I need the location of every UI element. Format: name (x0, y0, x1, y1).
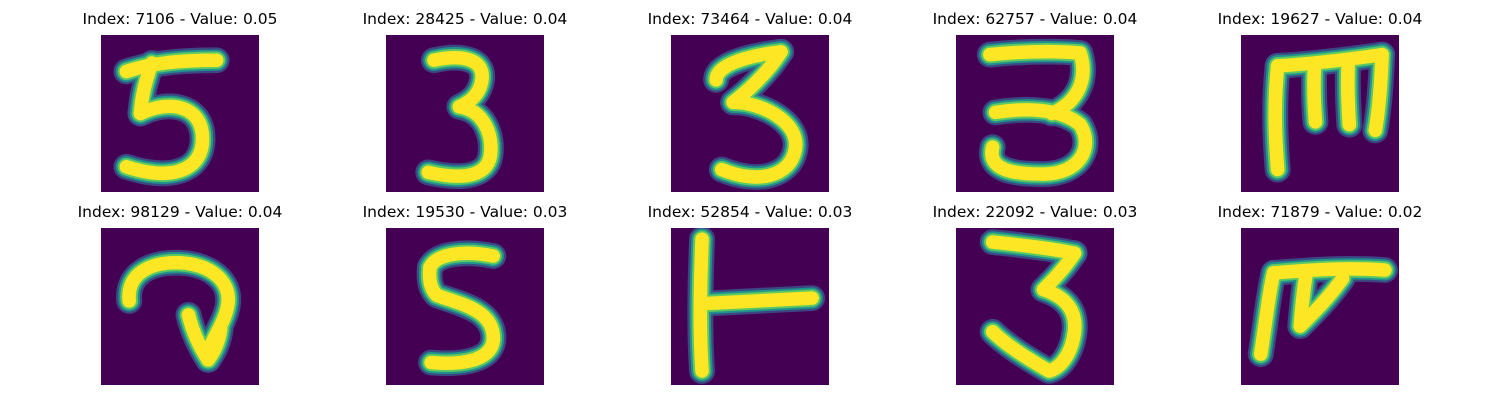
digit-stroke (985, 235, 1082, 260)
digit-stroke (985, 246, 1082, 378)
digit-stroke (1340, 56, 1357, 132)
panel-title: Index: 52854 - Value: 0.03 (647, 203, 853, 221)
digit-image-3 (386, 35, 544, 192)
digit-image-t (671, 228, 829, 385)
digit-stroke (1293, 268, 1350, 333)
panel-2: Index: 28425 - Value: 0.04 (315, 11, 615, 201)
digit-image-curl (101, 228, 259, 385)
digit-image-3 (956, 228, 1114, 385)
digit-stroke (1368, 47, 1389, 138)
panel-5: Index: 19627 - Value: 0.04 (1170, 11, 1470, 201)
panel-4: Index: 62757 - Value: 0.04 (885, 11, 1185, 201)
panel-title: Index: 22092 - Value: 0.03 (932, 203, 1138, 221)
panel-6: Index: 98129 - Value: 0.04 (30, 204, 330, 394)
digit-stroke (1268, 59, 1285, 177)
panel-10: Index: 71879 - Value: 0.02 (1170, 204, 1470, 394)
digit-stroke (201, 322, 228, 367)
digit-stroke (983, 45, 1090, 121)
panel-title: Index: 7106 - Value: 0.05 (82, 10, 278, 28)
digit-image-5 (386, 228, 544, 385)
digit-image-5 (101, 35, 259, 192)
panel-7: Index: 19530 - Value: 0.03 (315, 204, 615, 394)
digit-image-f (1241, 228, 1399, 385)
panel-9: Index: 22092 - Value: 0.03 (885, 204, 1185, 394)
panel-8: Index: 52854 - Value: 0.03 (600, 204, 900, 394)
digit-stroke (422, 260, 500, 370)
panel-title: Index: 28425 - Value: 0.04 (362, 10, 568, 28)
digit-stroke (715, 45, 803, 184)
digit-image-m (1241, 35, 1399, 192)
panel-title: Index: 71879 - Value: 0.02 (1217, 203, 1423, 221)
digit-stroke (1307, 61, 1323, 129)
digit-stroke (1270, 47, 1389, 73)
digit-image-3 (671, 35, 829, 192)
panel-title: Index: 73464 - Value: 0.04 (647, 10, 853, 28)
digit-stroke (421, 51, 498, 183)
panel-title: Index: 19627 - Value: 0.04 (1217, 10, 1423, 28)
digit-stroke (119, 99, 210, 180)
digit-stroke (1266, 262, 1392, 280)
panel-title: Index: 98129 - Value: 0.04 (77, 203, 283, 221)
panel-title: Index: 62757 - Value: 0.04 (932, 10, 1138, 28)
panel-1: Index: 7106 - Value: 0.05 (30, 11, 330, 201)
digit-stroke (985, 103, 1093, 181)
panel-title: Index: 19530 - Value: 0.03 (362, 203, 568, 221)
digit-stroke (119, 53, 224, 79)
digit-image-3 (956, 35, 1114, 192)
digit-stroke (695, 291, 819, 311)
panel-3: Index: 73464 - Value: 0.04 (600, 11, 900, 201)
